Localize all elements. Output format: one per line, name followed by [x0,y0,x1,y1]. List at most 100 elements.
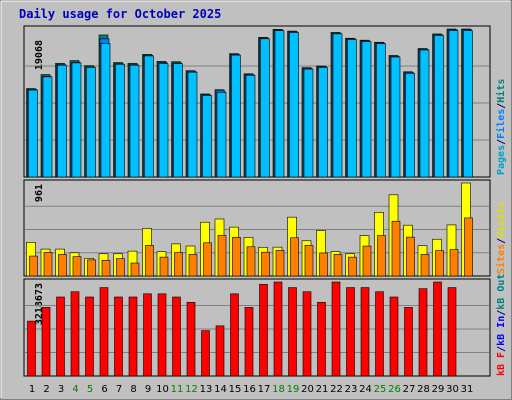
x-tick-day-13: 13 [200,384,213,395]
kbytes-bar-day-26 [389,296,399,377]
chart-title: Daily usage for October 2025 [19,7,221,21]
pages-bar-day-14 [216,92,227,178]
x-tick-day-16: 16 [243,384,256,395]
pages-bar-day-30 [448,30,459,178]
sites-bar-day-13 [203,242,212,277]
x-tick-day-11: 11 [171,384,184,395]
sites-bar-day-10 [159,256,169,277]
x-tick-day-31: 31 [461,384,474,395]
pages-bar-day-4 [71,62,82,178]
pages-bar-day-31 [463,30,473,178]
kbytes-bar-day-17 [259,283,268,377]
kbytes-bar-day-1 [27,320,36,377]
top-max-label: 19068 [34,40,45,70]
kbytes-bar-day-24 [360,287,370,377]
x-tick-day-7: 7 [116,384,122,395]
pages-bar-day-22 [332,33,343,178]
top-legend: Pages/Files/Hits [495,79,507,175]
sites-bar-day-20 [304,245,314,277]
x-tick-day-20: 20 [301,384,314,395]
sites-bar-day-30 [449,249,459,277]
kbytes-bar-day-6 [99,287,109,377]
pages-bar-day-1 [28,89,38,178]
bars-layer [25,28,489,377]
kbytes-bar-day-13 [201,330,210,377]
kbytes-bar-day-21 [317,301,326,377]
kbytes-bar-day-23 [346,287,355,377]
kbytes-bar-day-10 [157,293,167,377]
x-tick-day-22: 22 [330,384,343,395]
sites-bar-day-11 [174,252,183,277]
sites-bar-day-22 [333,254,343,277]
bottom-legend-part-1: / [496,346,507,352]
bottom-legend-part-2: kB In [496,316,507,346]
kbytes-bar-day-12 [186,301,196,377]
kbytes-bar-day-8 [128,296,138,377]
pages-bar-day-17 [260,38,270,178]
pages-bar-day-6 [100,43,111,178]
sites-bar-day-21 [319,252,328,277]
sites-bar-day-9 [145,245,154,277]
x-tick-day-5: 5 [87,384,93,395]
kbytes-bar-day-25 [375,291,384,377]
mid-legend-part-1: / [496,238,507,244]
sites-bar-day-26 [391,220,401,277]
kbytes-bar-day-2 [41,307,51,377]
pages-bar-day-19 [289,32,299,178]
pages-bar-day-29 [434,35,444,178]
pages-bar-day-15 [231,54,241,178]
x-tick-day-27: 27 [403,384,416,395]
x-tick-day-19: 19 [287,384,300,395]
x-tick-day-14: 14 [214,384,227,395]
sites-bar-day-2 [43,252,53,277]
pages-bar-day-9 [144,55,154,178]
kbytes-bar-day-22 [331,281,341,377]
x-tick-day-12: 12 [185,384,198,395]
kbytes-bar-day-19 [288,287,297,377]
sites-bar-day-31 [464,217,473,277]
sites-bar-day-15 [232,237,241,277]
pages-bar-day-12 [187,71,198,178]
sites-bar-day-27 [406,236,415,277]
pages-bar-day-16 [245,75,256,178]
x-tick-day-24: 24 [359,384,372,395]
sites-bar-day-6 [101,260,111,277]
kbytes-bar-day-27 [404,307,413,377]
pages-bar-day-21 [318,67,328,178]
top-legend-part-3: / [496,103,507,109]
mid-legend: Sites/Visits [495,202,507,274]
sites-bar-day-1 [29,255,38,277]
pages-bar-day-27 [405,73,415,178]
pages-bar-day-28 [419,49,430,178]
pages-bar-day-2 [42,76,53,178]
pages-bar-day-5 [86,67,96,178]
x-tick-day-10: 10 [156,384,169,395]
x-tick-day-1: 1 [29,384,35,395]
pages-bar-day-25 [376,43,386,178]
x-tick-day-26: 26 [388,384,401,395]
x-tick-day-28: 28 [417,384,430,395]
bottom-max-label: 3218673 [34,283,45,325]
x-tick-day-6: 6 [101,384,107,395]
sites-bar-day-25 [377,235,386,277]
sites-bar-day-4 [72,256,82,277]
sites-bar-day-5 [87,259,96,277]
mid-legend-part-0: Sites [495,244,507,274]
pages-bar-day-23 [347,39,357,178]
x-tick-day-8: 8 [130,384,136,395]
sites-bar-day-23 [348,256,357,277]
top-legend-part-4: Hits [495,79,507,103]
kbytes-bar-day-5 [85,296,94,377]
mid-max-label: 961 [34,184,45,202]
kbytes-bar-day-30 [447,287,457,377]
bottom-legend-part-0: kB F [496,352,507,376]
x-tick-day-15: 15 [229,384,242,395]
kbytes-bar-day-18 [273,281,283,377]
x-tick-day-25: 25 [374,384,387,395]
pages-bar-day-18 [274,30,285,178]
sites-bar-day-3 [58,254,67,277]
kbytes-bar-day-14 [215,325,225,377]
pages-bar-day-8 [129,64,140,178]
kbytes-bar-day-29 [433,281,442,377]
